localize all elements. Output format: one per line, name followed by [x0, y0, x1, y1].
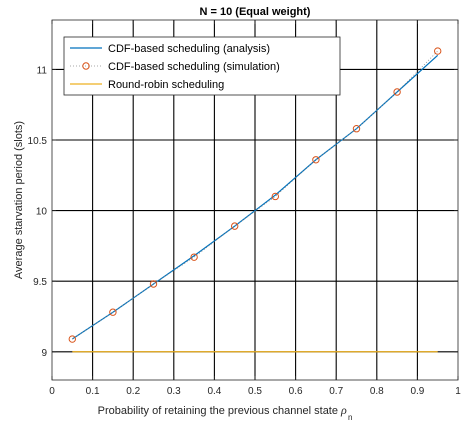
x-tick-label: 0.5: [248, 386, 262, 397]
series-cdf-based-scheduling-simulation-marker: [109, 308, 117, 316]
x-tick-label: 0.6: [289, 386, 303, 397]
series-cdf-based-scheduling-simulation-marker: [190, 253, 198, 261]
x-tick-label: 0.4: [207, 386, 221, 397]
series-cdf-based-scheduling-simulation-marker: [149, 280, 158, 288]
series-cdf-based-scheduling-simulation-marker: [434, 47, 442, 55]
x-axis-label-symbol: ρ: [340, 403, 347, 417]
legend-entry-cdf-based-scheduling-simulation-swatch-marker: [82, 62, 90, 70]
series-cdf-based-scheduling-simulation-marker: [312, 156, 320, 164]
x-tick-label: 0.7: [329, 386, 343, 397]
y-tick-label: 9: [41, 348, 47, 359]
series-cdf-based-scheduling-simulation-marker: [68, 335, 77, 343]
series-cdf-based-scheduling-simulation-marker: [393, 88, 401, 96]
chart-title: N = 10 (Equal weight): [200, 6, 311, 18]
series-cdf-based-scheduling-simulation-marker: [352, 125, 361, 133]
legend-entry-cdf-based-scheduling-simulation-label: CDF-based scheduling (simulation): [108, 61, 280, 73]
series-layer: [68, 47, 442, 353]
y-tick-label: 10: [36, 207, 48, 218]
y-axis-label: Average starvation period (slots): [13, 121, 25, 279]
x-axis-label-subscript: n: [348, 413, 352, 422]
legend: CDF-based scheduling (analysis) CDF-based…: [63, 36, 341, 96]
legend-entry-cdf-based-scheduling-analysis-label: CDF-based scheduling (analysis): [108, 43, 270, 55]
x-axis-label: Probability of retaining the previous ch…: [98, 405, 338, 417]
x-tick-label: 0.1: [86, 386, 100, 397]
y-axis: 9 9.5 10 10.5 11: [28, 65, 458, 359]
x-tick-label: 0.3: [167, 386, 181, 397]
x-tick-label: 0: [49, 386, 55, 397]
x-tick-label: 1: [455, 386, 461, 397]
y-tick-label: 10.5: [28, 136, 48, 147]
x-tick-label: 0.8: [370, 386, 384, 397]
y-tick-label: 9.5: [33, 277, 47, 288]
y-tick-label: 11: [37, 65, 48, 76]
legend-entry-round-robin-scheduling-label: Round-robin scheduling: [108, 79, 224, 91]
series-cdf-based-scheduling-simulation-dotted-line: [72, 50, 438, 340]
series-cdf-based-scheduling-simulation-marker: [271, 192, 279, 201]
series-cdf-based-scheduling-simulation-marker: [231, 222, 239, 230]
x-tick-label: 0.9: [410, 386, 424, 397]
x-axis: 0 0.1 0.2 0.3 0.4 0.5 0.6 0.7 0.8 0.9 1: [49, 20, 461, 397]
legend-box: [63, 36, 341, 96]
x-tick-label: 0.2: [126, 386, 140, 397]
